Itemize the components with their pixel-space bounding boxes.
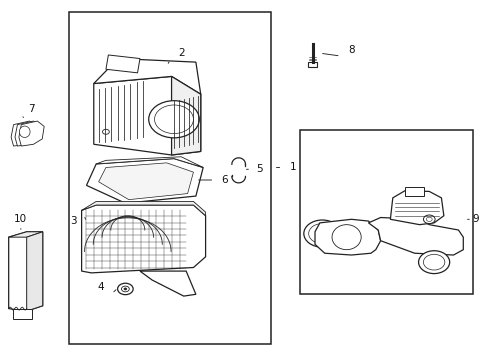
Polygon shape xyxy=(106,55,140,73)
Polygon shape xyxy=(96,157,203,167)
Text: 6: 6 xyxy=(221,175,228,185)
Circle shape xyxy=(426,217,431,221)
Polygon shape xyxy=(99,163,193,200)
Circle shape xyxy=(102,129,109,134)
Text: 9: 9 xyxy=(471,214,478,224)
Text: 5: 5 xyxy=(255,164,262,174)
Polygon shape xyxy=(15,121,40,146)
Circle shape xyxy=(308,224,335,244)
Circle shape xyxy=(418,251,449,274)
Circle shape xyxy=(117,283,133,295)
Polygon shape xyxy=(368,217,462,255)
Polygon shape xyxy=(27,232,42,311)
Polygon shape xyxy=(171,76,201,155)
Text: 7: 7 xyxy=(28,104,35,113)
Polygon shape xyxy=(314,219,380,255)
Bar xyxy=(300,130,472,294)
Bar xyxy=(69,12,271,344)
Polygon shape xyxy=(86,158,203,203)
Polygon shape xyxy=(94,76,201,155)
Polygon shape xyxy=(404,187,424,196)
Circle shape xyxy=(154,105,193,134)
Polygon shape xyxy=(13,309,31,319)
Polygon shape xyxy=(19,121,44,146)
Circle shape xyxy=(423,215,434,224)
Polygon shape xyxy=(81,205,205,273)
Ellipse shape xyxy=(331,225,361,249)
Circle shape xyxy=(121,286,129,292)
Text: 1: 1 xyxy=(289,162,296,172)
Circle shape xyxy=(303,220,340,247)
Polygon shape xyxy=(389,191,443,225)
Circle shape xyxy=(423,254,444,270)
Polygon shape xyxy=(9,232,42,311)
Bar xyxy=(307,62,317,67)
Ellipse shape xyxy=(20,126,30,138)
Text: 4: 4 xyxy=(98,282,104,292)
Text: 3: 3 xyxy=(70,216,77,226)
Polygon shape xyxy=(9,232,42,237)
Circle shape xyxy=(148,101,199,138)
Polygon shape xyxy=(11,121,36,146)
Text: 8: 8 xyxy=(347,45,354,55)
Text: 2: 2 xyxy=(178,48,184,58)
Polygon shape xyxy=(140,271,196,296)
Polygon shape xyxy=(94,59,201,94)
Circle shape xyxy=(123,288,126,290)
Text: 10: 10 xyxy=(14,214,27,224)
Polygon shape xyxy=(81,202,205,216)
